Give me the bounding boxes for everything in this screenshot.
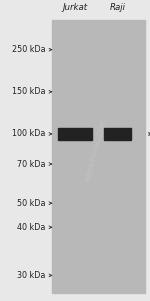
Text: 100 kDa: 100 kDa <box>12 129 46 138</box>
Text: Jurkat: Jurkat <box>62 3 88 12</box>
Text: 70 kDa: 70 kDa <box>17 160 46 169</box>
Text: WWW.PGABC.COM: WWW.PGABC.COM <box>85 119 107 182</box>
Bar <box>58 128 92 140</box>
Bar <box>104 128 131 140</box>
Text: 250 kDa: 250 kDa <box>12 45 46 54</box>
Bar <box>52 20 145 293</box>
Text: 50 kDa: 50 kDa <box>17 199 46 208</box>
Text: 150 kDa: 150 kDa <box>12 87 46 96</box>
Text: Raji: Raji <box>110 3 126 12</box>
Text: 40 kDa: 40 kDa <box>17 223 46 232</box>
Text: 30 kDa: 30 kDa <box>17 271 46 280</box>
